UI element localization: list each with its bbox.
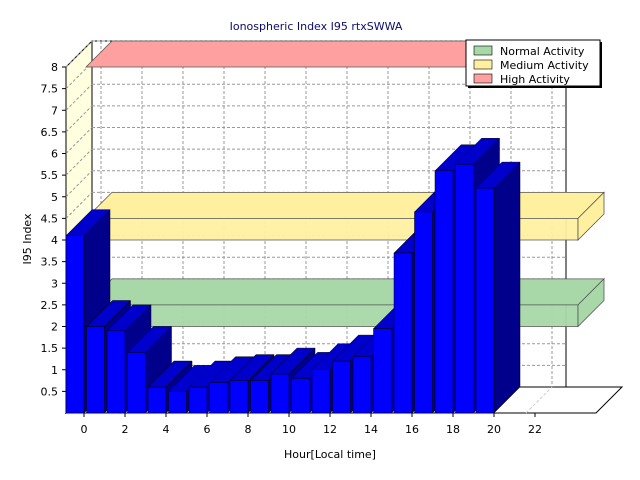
bar — [229, 380, 249, 414]
bar — [455, 164, 474, 414]
x-tick-label: 4 — [163, 423, 170, 436]
band-top — [85, 191, 605, 219]
legend-label: Medium Activity — [500, 59, 589, 72]
band-top — [85, 278, 605, 306]
plot-area: 0.5 1 1.5 2 2.5 3 3.5 4 4.5 5 5.5 6 6.5 7 7.5 8 0 2 4 6 8 10 1… — [41, 39, 624, 436]
legend-swatch — [473, 45, 493, 56]
bar — [106, 330, 126, 414]
y-tick-label: 5.5 — [41, 169, 59, 182]
bar — [188, 386, 208, 414]
bar-side — [493, 161, 521, 414]
gridline-left-wall — [65, 170, 93, 198]
bar — [373, 328, 392, 414]
gridline-left-wall — [65, 40, 93, 68]
gridline-left-wall — [65, 148, 93, 176]
bar — [270, 373, 290, 414]
y-tick-label: 6.5 — [41, 126, 59, 139]
bar — [352, 356, 372, 414]
bar — [434, 170, 454, 414]
gridline-left-wall — [65, 192, 93, 219]
x-tick-label: 18 — [446, 423, 460, 436]
gridline-left-wall — [65, 83, 93, 111]
bar — [86, 326, 105, 414]
legend-swatch — [473, 73, 493, 84]
bar — [65, 235, 85, 414]
band-side — [577, 191, 605, 241]
chart-title: Ionospheric Index I95 rtxSWWA — [230, 20, 403, 33]
y-tick-label: 6 — [51, 148, 58, 161]
x-tick-label: 0 — [81, 423, 88, 436]
bar — [475, 187, 495, 414]
bar — [147, 386, 167, 414]
x-tick-label: 20 — [487, 423, 501, 436]
y-tick-label: 0.5 — [41, 385, 59, 398]
y-tick-label: 3 — [51, 277, 58, 290]
bar — [127, 352, 146, 414]
y-tick-label: 7.5 — [41, 83, 59, 96]
y-tick-label: 3.5 — [41, 256, 59, 269]
x-tick-label: 12 — [323, 423, 337, 436]
bar — [250, 380, 269, 414]
y-tick-label: 4.5 — [41, 212, 59, 225]
bar — [291, 378, 310, 414]
legend-swatch — [473, 59, 493, 70]
bar — [168, 391, 187, 414]
x-tick-label: 6 — [204, 423, 211, 436]
legend-label: High Activity — [500, 73, 570, 86]
y-tick-label: 2.5 — [41, 299, 59, 312]
y-tick-label: 7 — [51, 104, 58, 117]
bar — [209, 382, 228, 414]
y-tick-label: 8 — [51, 61, 58, 74]
legend-label: Normal Activity — [500, 45, 585, 58]
gridline-left-wall — [65, 105, 93, 133]
y-tick-label: 2 — [51, 321, 58, 334]
x-tick-label: 16 — [405, 423, 419, 436]
x-axis-label: Hour[Local time] — [284, 448, 376, 461]
x-tick-label: 8 — [245, 423, 252, 436]
band-side — [577, 277, 605, 328]
y-tick-label: 1.5 — [41, 342, 59, 355]
x-tick-label: 14 — [364, 423, 378, 436]
x-tick-label: 22 — [528, 423, 542, 436]
gridline-floor — [525, 386, 553, 414]
gridline-left-wall — [65, 127, 93, 154]
y-axis-label: I95 Index — [21, 213, 34, 265]
bar — [311, 369, 331, 414]
x-tick-label: 10 — [282, 423, 296, 436]
bar — [393, 252, 413, 414]
y-tick-label: 5 — [51, 191, 58, 204]
y-tick-label: 4 — [51, 234, 58, 247]
bar — [414, 211, 433, 414]
x-tick-label: 2 — [122, 423, 129, 436]
y-tick-label: 1 — [51, 364, 58, 377]
bar — [332, 360, 351, 414]
